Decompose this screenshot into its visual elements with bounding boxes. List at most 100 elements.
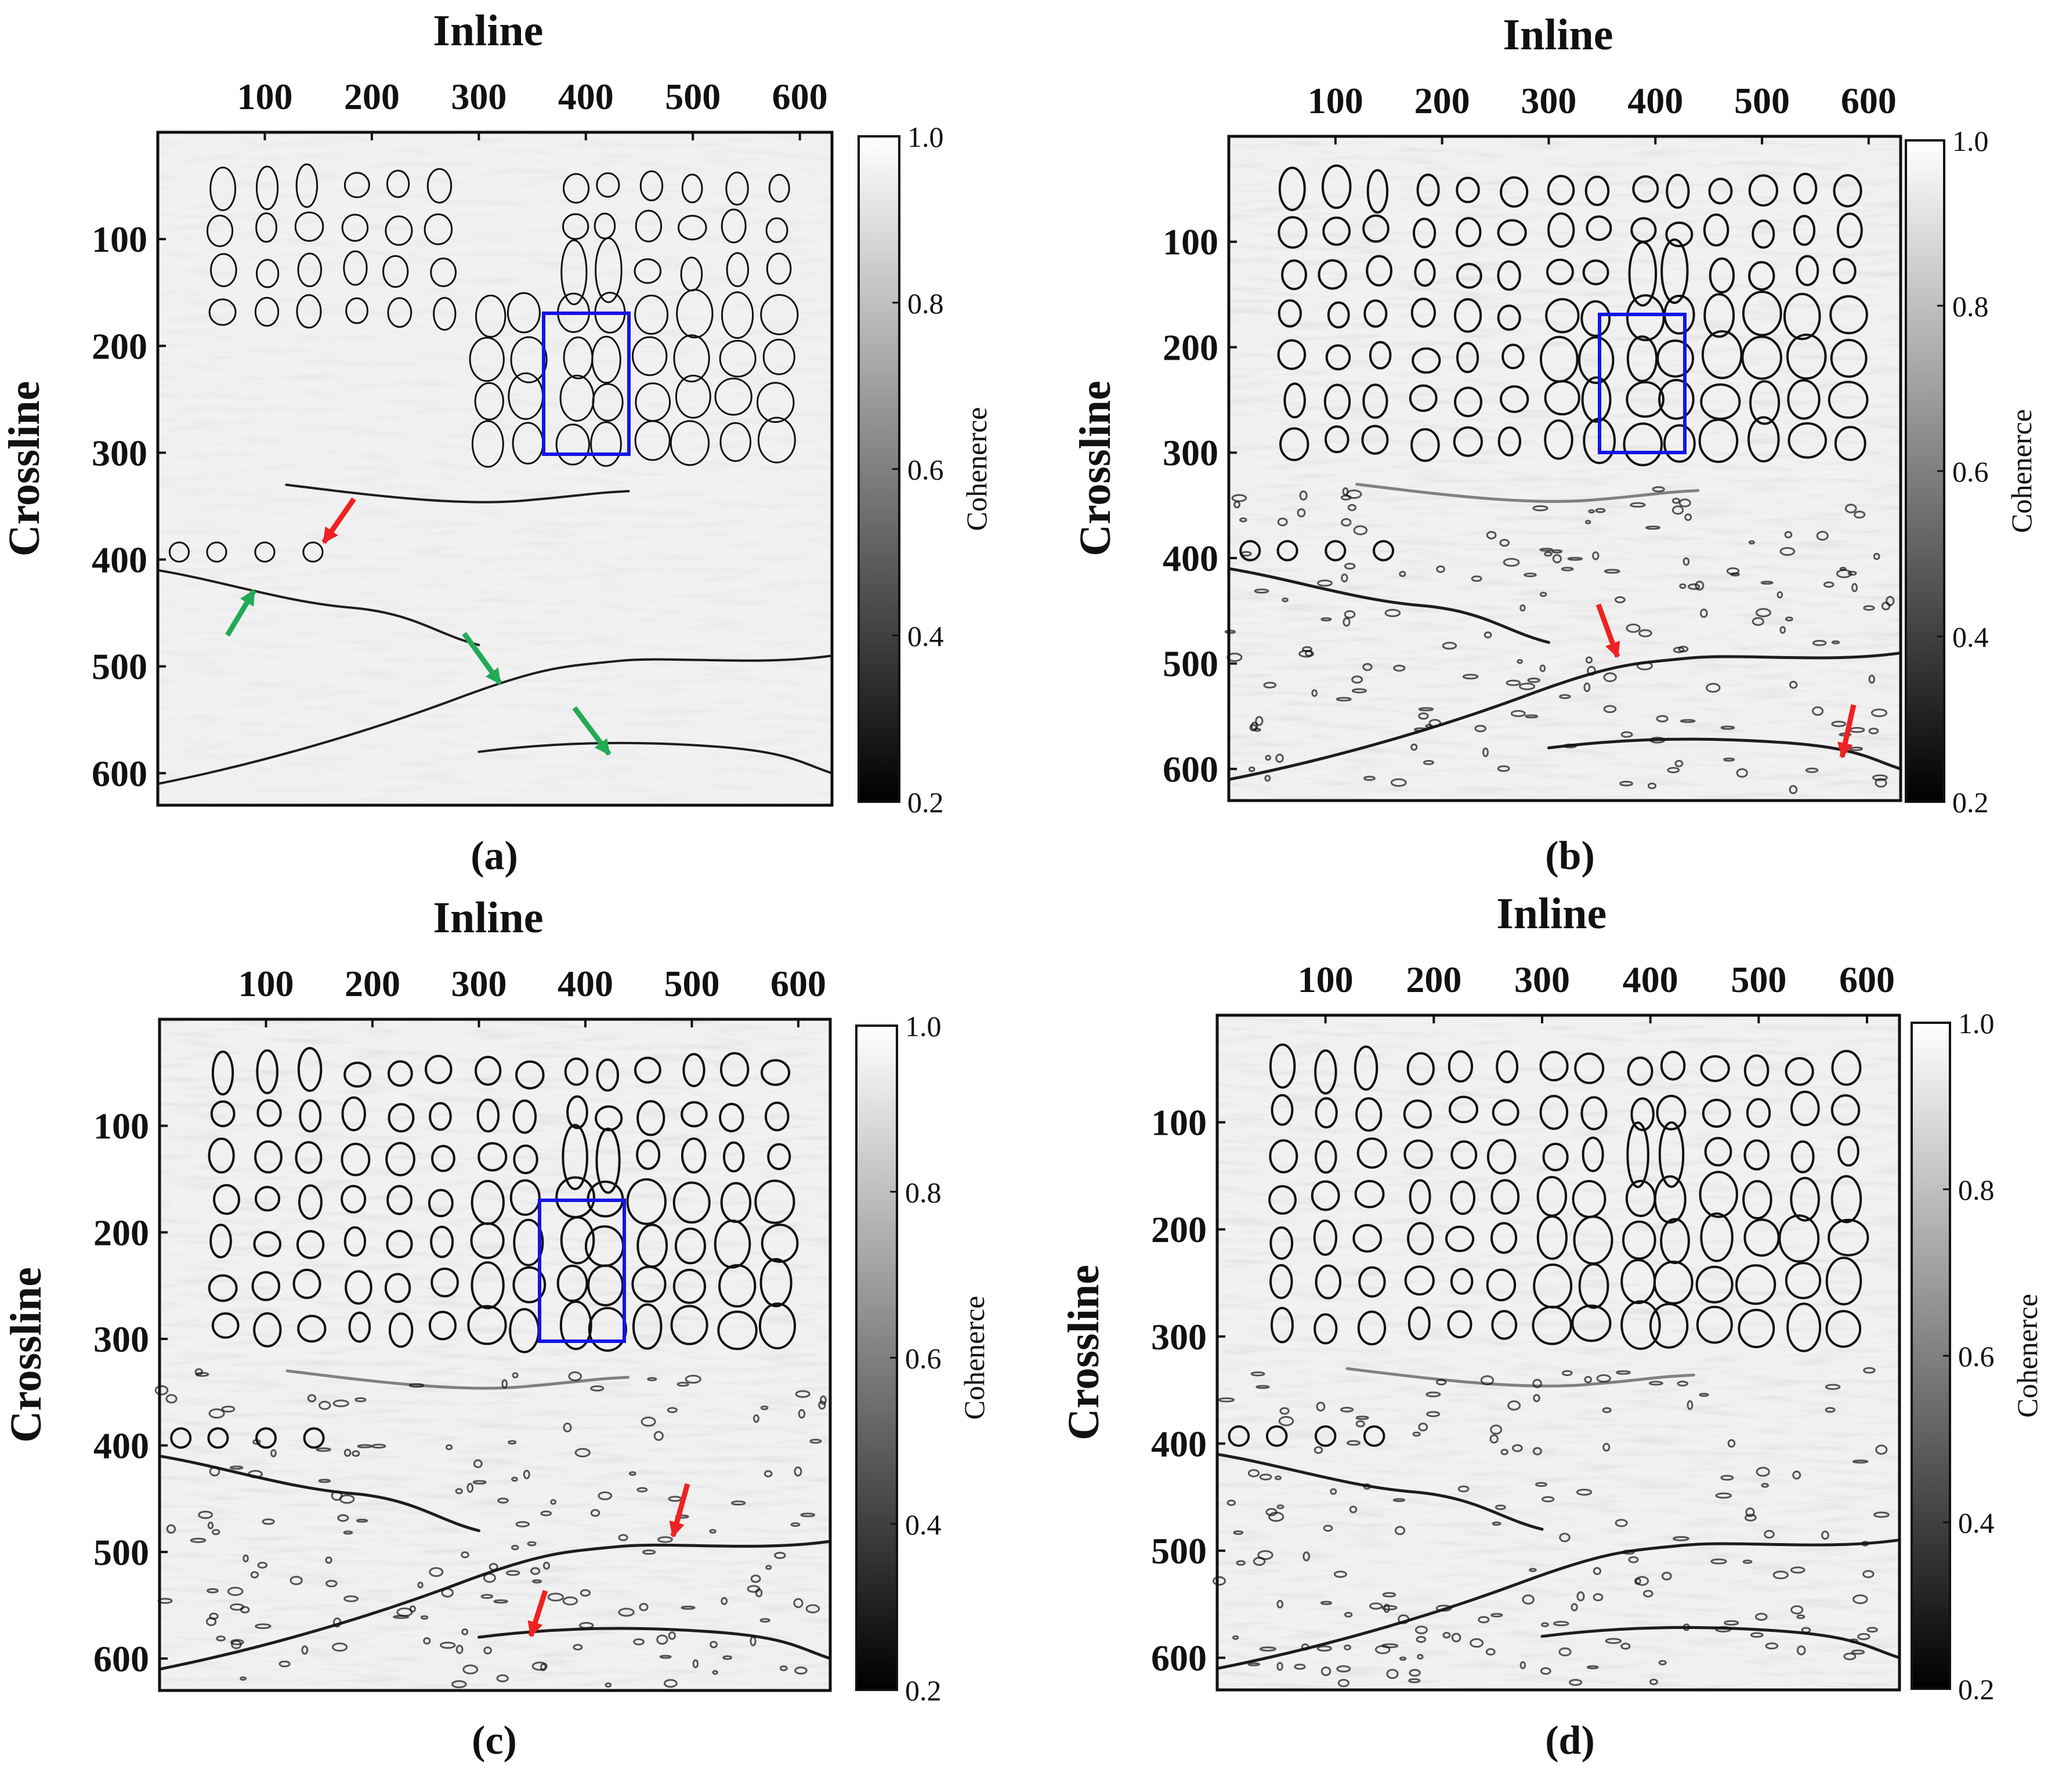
well-ring bbox=[386, 1185, 413, 1215]
x-tick-label: 500 bbox=[1734, 80, 1790, 121]
green-arrow bbox=[462, 632, 502, 685]
y-tick-label: 500 bbox=[93, 1532, 149, 1573]
noise-speck bbox=[760, 1405, 769, 1410]
noise-speck bbox=[1857, 1633, 1870, 1641]
noise-speck bbox=[1816, 531, 1829, 541]
well-ring bbox=[1785, 1057, 1814, 1086]
y-tick-label: 300 bbox=[92, 432, 147, 473]
y-tick-label: 200 bbox=[93, 1212, 149, 1253]
noise-speck bbox=[563, 1422, 572, 1433]
noise-speck bbox=[1619, 780, 1633, 787]
noise-speck bbox=[489, 1563, 498, 1571]
red-arrow bbox=[321, 497, 356, 544]
noise-speck bbox=[1362, 663, 1373, 671]
well-ring bbox=[294, 211, 324, 242]
noise-speck bbox=[647, 1377, 657, 1381]
well-ring bbox=[1786, 1302, 1822, 1352]
well-ring bbox=[1322, 216, 1351, 246]
x-tick-label: 400 bbox=[1623, 959, 1678, 1000]
noise-speck bbox=[1674, 759, 1684, 768]
noise-speck bbox=[1393, 664, 1406, 672]
well-ring bbox=[1490, 1179, 1520, 1215]
noise-speck bbox=[1275, 754, 1284, 763]
well-ring bbox=[754, 1179, 795, 1224]
well-ring bbox=[206, 541, 227, 563]
noise-speck bbox=[1248, 766, 1255, 772]
noise-speck bbox=[1843, 1652, 1857, 1660]
x-tick-label: 500 bbox=[1731, 959, 1786, 1000]
well-ring bbox=[433, 296, 457, 331]
y-tick-label: 600 bbox=[93, 1638, 149, 1679]
well-ring bbox=[1702, 1099, 1731, 1128]
well-ring bbox=[303, 1427, 325, 1449]
noise-speck bbox=[461, 1628, 469, 1635]
well-ring bbox=[430, 257, 457, 287]
well-ring bbox=[764, 1101, 790, 1132]
noise-speck bbox=[531, 1661, 548, 1671]
noise-speck bbox=[439, 1641, 456, 1649]
well-ring bbox=[1486, 1139, 1517, 1175]
inline-axis-title: Inline bbox=[433, 893, 543, 942]
well-ring bbox=[1580, 300, 1611, 337]
well-ring bbox=[1830, 1175, 1862, 1223]
well-ring bbox=[596, 1058, 620, 1092]
coherence-features bbox=[157, 163, 833, 785]
green-arrow bbox=[225, 589, 256, 637]
noise-speck bbox=[408, 1383, 425, 1388]
well-ring bbox=[1265, 1425, 1288, 1447]
well-ring bbox=[1545, 298, 1580, 334]
noise-speck bbox=[712, 1670, 718, 1675]
noise-speck bbox=[270, 1449, 277, 1458]
noise-speck bbox=[1240, 551, 1252, 557]
noise-speck bbox=[1558, 1647, 1572, 1657]
noise-speck bbox=[1297, 508, 1306, 517]
well-ring bbox=[1793, 215, 1816, 246]
well-ring bbox=[714, 1219, 751, 1269]
well-ring bbox=[1456, 342, 1479, 374]
noise-speck bbox=[1559, 694, 1571, 700]
noise-speck bbox=[681, 1605, 696, 1610]
well-ring bbox=[1796, 255, 1819, 287]
well-ring bbox=[717, 1310, 758, 1351]
noise-speck bbox=[393, 1614, 410, 1619]
noise-speck bbox=[1336, 697, 1352, 702]
colorbar-tick-label: 0.8 bbox=[905, 1176, 942, 1208]
noise-speck bbox=[1792, 1471, 1801, 1480]
well-ring bbox=[477, 1142, 508, 1172]
y-tick-label: 100 bbox=[1151, 1102, 1207, 1143]
well-ring bbox=[1277, 339, 1307, 370]
noise-speck bbox=[1490, 1613, 1503, 1617]
well-ring bbox=[1406, 1052, 1435, 1086]
horizon-line bbox=[157, 569, 480, 646]
noise-speck bbox=[1603, 705, 1617, 714]
noise-speck bbox=[1301, 1643, 1309, 1651]
noise-speck bbox=[547, 1592, 564, 1602]
well-ring bbox=[726, 252, 750, 287]
noise-speck bbox=[1645, 525, 1660, 530]
well-ring bbox=[1830, 339, 1868, 378]
noise-speck bbox=[568, 1371, 582, 1381]
noise-speck bbox=[1605, 1638, 1622, 1644]
noise-speck bbox=[1541, 1496, 1555, 1503]
well-ring bbox=[209, 1223, 232, 1259]
noise-speck bbox=[1847, 570, 1857, 576]
well-ring bbox=[208, 1137, 235, 1174]
well-ring bbox=[1699, 1171, 1738, 1218]
noise-speck bbox=[1282, 597, 1289, 603]
noise-speck bbox=[1305, 650, 1313, 657]
noise-speck bbox=[325, 1580, 338, 1588]
noise-speck bbox=[1540, 1667, 1551, 1675]
well-ring bbox=[341, 213, 369, 242]
noise-speck bbox=[252, 1439, 261, 1445]
noise-speck bbox=[1485, 1648, 1496, 1656]
well-ring bbox=[1709, 257, 1735, 294]
noise-speck bbox=[221, 1405, 236, 1413]
noise-speck bbox=[195, 1371, 209, 1377]
well-ring bbox=[1352, 1223, 1383, 1253]
noise-speck bbox=[1383, 1603, 1390, 1613]
green-arrow bbox=[572, 706, 612, 756]
well-ring bbox=[1404, 1265, 1435, 1296]
well-ring bbox=[295, 1141, 323, 1174]
noise-speck bbox=[1320, 617, 1332, 622]
colorbar-tick-label: 0.6 bbox=[907, 454, 944, 486]
